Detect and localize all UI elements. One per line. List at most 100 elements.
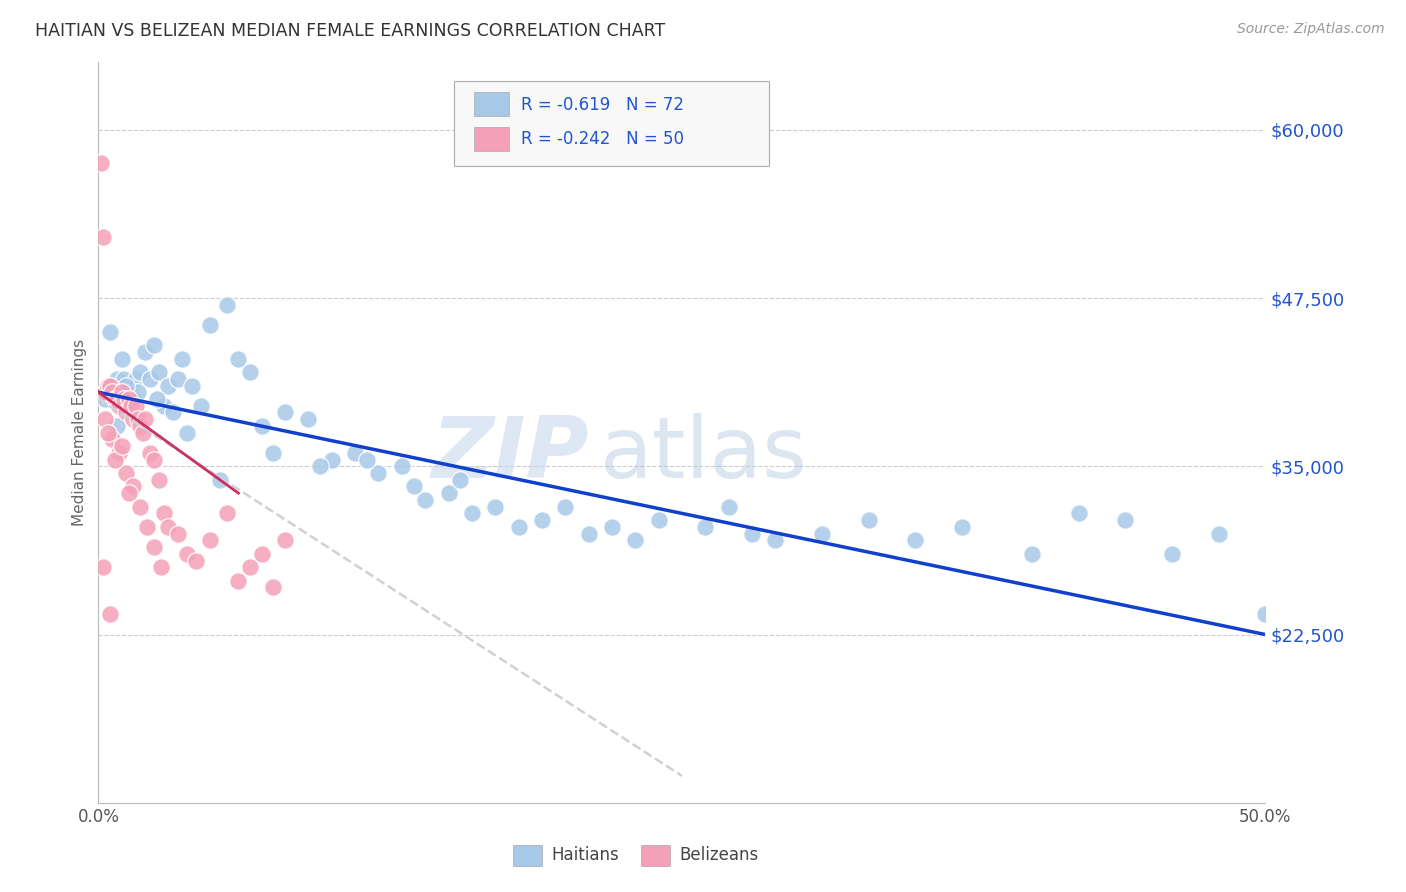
Point <box>108 446 131 460</box>
Point <box>215 298 238 312</box>
Point <box>118 392 141 406</box>
Point <box>101 433 124 447</box>
Point <box>115 466 138 480</box>
Text: HAITIAN VS BELIZEAN MEDIAN FEMALE EARNINGS CORRELATION CHART: HAITIAN VS BELIZEAN MEDIAN FEMALE EARNIN… <box>35 22 665 40</box>
Point <box>250 418 273 433</box>
Point <box>356 452 378 467</box>
Point <box>176 425 198 440</box>
Point <box>148 365 170 379</box>
Point <box>139 446 162 460</box>
Point <box>413 492 436 507</box>
Point <box>115 378 138 392</box>
Point <box>132 425 155 440</box>
Point <box>190 399 212 413</box>
Point <box>134 412 156 426</box>
Point <box>108 399 131 413</box>
Point <box>127 385 149 400</box>
Point <box>98 607 121 622</box>
Point <box>162 405 184 419</box>
Point <box>554 500 576 514</box>
Point <box>112 392 135 406</box>
Point <box>108 378 131 392</box>
Point <box>1208 526 1230 541</box>
Point <box>118 486 141 500</box>
Bar <box>641 845 671 866</box>
Point <box>111 351 134 366</box>
Point <box>1114 513 1136 527</box>
Point <box>449 473 471 487</box>
Point <box>647 513 669 527</box>
Point <box>129 418 152 433</box>
Point <box>104 392 127 406</box>
Point <box>90 156 112 170</box>
Point <box>122 479 145 493</box>
Point <box>250 547 273 561</box>
Point <box>530 513 553 527</box>
Point <box>262 581 284 595</box>
Point <box>297 412 319 426</box>
Point <box>578 526 600 541</box>
Point <box>239 365 262 379</box>
Point <box>152 399 174 413</box>
Point <box>98 378 121 392</box>
Point <box>811 526 834 541</box>
Point <box>118 392 141 406</box>
Text: ZIP: ZIP <box>430 413 589 496</box>
Point <box>125 399 148 413</box>
Bar <box>513 845 541 866</box>
Point <box>344 446 367 460</box>
Point <box>402 479 425 493</box>
Point <box>695 520 717 534</box>
Point <box>94 385 117 400</box>
Point <box>91 560 114 574</box>
Point <box>461 507 484 521</box>
Point <box>262 446 284 460</box>
Point <box>120 399 142 413</box>
Point <box>129 500 152 514</box>
Point <box>228 351 250 366</box>
Point <box>624 533 647 548</box>
Point <box>437 486 460 500</box>
FancyBboxPatch shape <box>454 81 769 166</box>
Point <box>215 507 238 521</box>
Point <box>904 533 927 548</box>
Point <box>176 547 198 561</box>
Point <box>391 459 413 474</box>
Point <box>97 425 120 440</box>
Point <box>228 574 250 588</box>
Point <box>508 520 530 534</box>
Point <box>122 392 145 406</box>
Point <box>239 560 262 574</box>
Point <box>104 452 127 467</box>
Point <box>274 533 297 548</box>
Point <box>157 520 180 534</box>
Point <box>1021 547 1043 561</box>
Point <box>166 526 188 541</box>
Point <box>91 230 114 244</box>
Point <box>94 412 117 426</box>
Point <box>763 533 786 548</box>
Point <box>600 520 623 534</box>
Point <box>139 372 162 386</box>
Point <box>111 385 134 400</box>
Point <box>98 325 121 339</box>
Text: Source: ZipAtlas.com: Source: ZipAtlas.com <box>1237 22 1385 37</box>
Point <box>127 412 149 426</box>
Point <box>97 378 120 392</box>
Point <box>105 392 128 406</box>
Text: atlas: atlas <box>600 413 808 496</box>
Text: Haitians: Haitians <box>551 847 619 864</box>
Point <box>146 392 169 406</box>
Point <box>111 439 134 453</box>
Point <box>101 385 124 400</box>
Point <box>94 392 117 406</box>
Point <box>157 378 180 392</box>
Point <box>858 513 880 527</box>
Point <box>105 418 128 433</box>
Bar <box>474 127 509 152</box>
Point <box>150 560 173 574</box>
Point <box>172 351 194 366</box>
Point <box>143 540 166 554</box>
Point <box>1067 507 1090 521</box>
Point <box>134 344 156 359</box>
